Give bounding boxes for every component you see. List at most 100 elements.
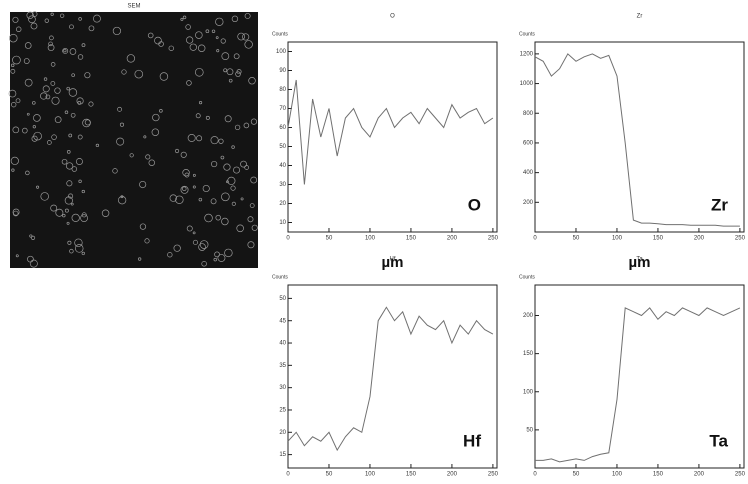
- y-tick-label: 25: [279, 408, 286, 414]
- sem-particle: [215, 214, 221, 221]
- sem-particle: [22, 127, 28, 134]
- chart-title: O: [390, 14, 395, 20]
- x-tick-label: 50: [573, 472, 580, 478]
- sem-particle: [63, 49, 67, 53]
- sem-particle: [50, 204, 58, 212]
- y-tick-label: 150: [523, 351, 534, 357]
- sem-particle: [180, 17, 184, 21]
- sem-particle: [192, 239, 198, 245]
- sem-particle: [66, 221, 70, 225]
- sem-particle: [81, 189, 85, 194]
- sem-particle: [139, 223, 147, 230]
- sem-particle: [49, 35, 54, 41]
- sem-particle: [220, 155, 225, 160]
- sem-particle: [62, 213, 66, 218]
- sem-particle: [55, 208, 64, 217]
- sem-particle: [42, 85, 50, 93]
- sem-particle: [236, 224, 244, 233]
- y-tick-label: 80: [279, 87, 286, 93]
- sem-particle: [80, 214, 88, 222]
- sem-particle: [50, 12, 54, 16]
- sem-particle: [68, 133, 73, 138]
- sem-particle: [137, 257, 142, 261]
- sem-particle: [223, 68, 228, 73]
- plot-frame: [534, 41, 745, 233]
- x-tick-label: 0: [286, 236, 290, 242]
- sem-particle: [198, 243, 206, 251]
- sem-particle: [159, 72, 169, 81]
- sem-particle: [61, 158, 68, 165]
- sem-particle: [8, 33, 18, 43]
- sem-particle: [244, 165, 250, 170]
- sem-particle: [205, 29, 210, 34]
- sem-particle: [12, 208, 20, 216]
- x-tick-label: 150: [653, 472, 664, 478]
- sem-particle: [248, 76, 256, 85]
- element-label: Ta: [709, 431, 728, 450]
- sem-particle: [68, 88, 78, 97]
- sem-particle: [247, 216, 254, 223]
- y-tick-label: 50: [279, 144, 286, 150]
- y-tick-label: 200: [523, 313, 534, 319]
- sem-particle: [33, 131, 42, 141]
- y-tick-label: 1200: [520, 51, 534, 57]
- sem-particle: [95, 143, 100, 148]
- element-label: Hf: [463, 431, 481, 450]
- sem-particle: [15, 98, 21, 104]
- plot-frame: [534, 284, 745, 469]
- x-tick-label: 100: [365, 472, 376, 478]
- sem-particle: [250, 118, 258, 125]
- sem-particle: [186, 36, 194, 44]
- sem-particle: [70, 202, 74, 206]
- sem-particle: [88, 101, 94, 107]
- sem-particle: [224, 248, 233, 258]
- line-series: [535, 307, 741, 463]
- sem-particle: [77, 54, 84, 60]
- sem-particle: [28, 15, 36, 24]
- y-tick-label: 100: [523, 389, 534, 395]
- sem-particle: [26, 11, 34, 19]
- sem-particle: [186, 80, 192, 86]
- sem-particle: [47, 44, 55, 52]
- sem-particle: [192, 231, 196, 235]
- x-tick-label: 150: [653, 236, 664, 242]
- chart-title: Hf: [390, 257, 396, 263]
- x-tick-label: 150: [406, 472, 417, 478]
- sem-particle: [210, 198, 217, 205]
- sem-particle: [50, 62, 56, 67]
- y-tick-label: 20: [279, 201, 286, 207]
- sem-particle: [174, 148, 180, 154]
- sem-particle: [236, 69, 242, 75]
- sem-particle: [81, 43, 86, 48]
- sem-particle: [26, 112, 30, 116]
- sem-particle: [88, 25, 95, 32]
- sem-particle: [12, 126, 20, 134]
- y-tick-label: 600: [523, 141, 534, 147]
- sem-particle: [23, 58, 30, 64]
- sem-particle: [129, 153, 134, 158]
- sem-texture: [8, 11, 258, 268]
- y-tick-label: 1000: [520, 81, 534, 87]
- sem-particle: [24, 78, 33, 87]
- sem-particle: [210, 136, 219, 145]
- sem-particle: [32, 125, 36, 129]
- sem-particle: [81, 212, 87, 218]
- sem-particle: [233, 166, 241, 174]
- sem-particle: [198, 101, 203, 105]
- y-tick-label: 30: [279, 385, 286, 391]
- y-tick-label: 50: [526, 427, 533, 433]
- sem-particle: [12, 210, 19, 217]
- sem-particle: [48, 41, 53, 47]
- sem-particle: [112, 26, 122, 36]
- sem-particle: [12, 55, 21, 65]
- sem-particle: [51, 96, 60, 105]
- chart-title: Zr: [637, 14, 643, 20]
- y-tick-label: 60: [279, 125, 286, 131]
- line-chart: Zr Counts 200 400 600 800 1000 1200 0 50 100 150 200…: [519, 14, 746, 271]
- sem-particle: [210, 160, 218, 168]
- sem-particle: [186, 225, 193, 232]
- sem-particle: [112, 168, 118, 174]
- sem-particle: [75, 158, 83, 166]
- sem-particle: [54, 116, 62, 124]
- sem-particle: [121, 69, 127, 75]
